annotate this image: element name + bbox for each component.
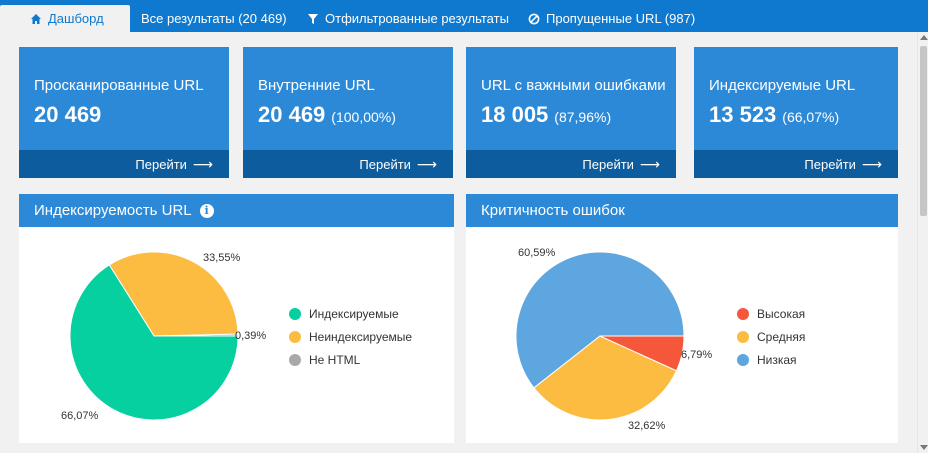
card-go-link[interactable]: Перейти ⟶	[19, 150, 229, 178]
card-value: 13 523 (66,07%)	[709, 102, 839, 128]
panel-error-severity: Критичность ошибок 60,59% 6,79% 32,62% В…	[466, 194, 898, 443]
top-tab-bar: Дашборд Все результаты (20 469) Отфильтр…	[0, 0, 928, 32]
card-number: 18 005	[481, 102, 549, 127]
legend-swatch	[737, 354, 749, 366]
panel-title: Индексируемость URL	[34, 202, 192, 219]
info-icon[interactable]: i	[199, 203, 214, 218]
scroll-up-arrow-icon[interactable]	[920, 35, 928, 40]
card-internal-urls: Внутренние URL 20 469 (100,00%) Перейти ⟶	[243, 47, 453, 178]
scroll-down-arrow-icon[interactable]	[920, 445, 928, 450]
indexability-pie-chart	[69, 251, 239, 421]
card-link-label: Перейти	[135, 156, 187, 172]
card-go-link[interactable]: Перейти ⟶	[243, 150, 453, 178]
tab-skipped-urls[interactable]: Пропущенные URL (987)	[528, 5, 695, 32]
scroll-thumb[interactable]	[920, 46, 927, 216]
legend-item[interactable]: Неиндексируемые	[289, 330, 412, 344]
card-indexable-urls: Индексируемые URL 13 523 (66,07%) Перейти…	[694, 47, 898, 178]
ban-icon	[528, 13, 540, 24]
arrow-right-icon: ⟶	[416, 155, 437, 172]
legend-label: Низкая	[757, 353, 797, 367]
legend-item[interactable]: Индексируемые	[289, 307, 412, 321]
slice-label: 32,62%	[628, 420, 666, 432]
pie-slice-medium[interactable]	[533, 335, 678, 421]
slice-label: 33,55%	[203, 252, 241, 264]
panel-indexability: Индексируемость URL i 33,55% 0,39% 66,07…	[19, 194, 454, 443]
legend-swatch	[289, 354, 301, 366]
slice-label: 66,07%	[61, 410, 99, 422]
card-go-link[interactable]: Перейти ⟶	[694, 150, 898, 178]
card-link-label: Перейти	[582, 156, 634, 172]
legend-item[interactable]: Не HTML	[289, 353, 412, 367]
tab-dashboard-label: Дашборд	[48, 11, 104, 26]
slice-label: 6,79%	[681, 349, 713, 361]
card-value: 20 469	[34, 102, 107, 128]
pie-slice-indexable[interactable]	[69, 264, 239, 421]
panel-title: Критичность ошибок	[481, 202, 625, 219]
card-title: Внутренние URL	[258, 77, 375, 94]
severity-pie-chart	[515, 251, 685, 421]
arrow-right-icon: ⟶	[861, 155, 882, 172]
tab-skipped-urls-label: Пропущенные URL (987)	[546, 11, 696, 26]
tab-dashboard[interactable]: Дашборд	[0, 5, 130, 32]
legend-label: Высокая	[757, 307, 806, 321]
pie-slice-low[interactable]	[515, 251, 685, 389]
panel-header: Критичность ошибок	[466, 194, 898, 227]
tab-all-results-label: Все результаты (20 469)	[141, 11, 287, 26]
legend-label: Неиндексируемые	[309, 330, 413, 344]
legend-label: Не HTML	[309, 353, 361, 367]
card-critical-error-urls: URL с важными ошибками 18 005 (87,96%) Пе…	[466, 47, 676, 178]
card-number: 20 469	[34, 102, 102, 127]
card-title: Индексируемые URL	[709, 77, 856, 94]
legend: Высокая Средняя Низкая	[737, 307, 805, 367]
arrow-right-icon: ⟶	[192, 155, 213, 172]
card-value: 18 005 (87,96%)	[481, 102, 611, 128]
legend-item[interactable]: Высокая	[737, 307, 805, 321]
card-value: 20 469 (100,00%)	[258, 102, 396, 128]
legend-swatch	[289, 308, 301, 320]
card-go-link[interactable]: Перейти ⟶	[466, 150, 676, 178]
panel-header: Индексируемость URL i	[19, 194, 454, 227]
card-number: 20 469	[258, 102, 326, 127]
slice-label: 0,39%	[235, 330, 267, 342]
filter-icon	[308, 13, 318, 24]
card-percent: (100,00%)	[331, 109, 396, 125]
card-percent: (66,07%)	[782, 109, 840, 125]
card-crawled-urls: Просканированные URL 20 469 Перейти ⟶	[19, 47, 229, 178]
tab-filtered-results-label: Отфильтрованные результаты	[325, 11, 509, 26]
arrow-right-icon: ⟶	[639, 155, 660, 172]
pie-slice-non-indexable[interactable]	[108, 251, 239, 337]
card-percent: (87,96%)	[554, 109, 612, 125]
card-title: URL с важными ошибками	[481, 77, 666, 94]
legend-swatch	[737, 331, 749, 343]
legend: Индексируемые Неиндексируемые Не HTML	[289, 307, 412, 367]
legend-label: Средняя	[757, 330, 806, 344]
card-number: 13 523	[709, 102, 777, 127]
tab-filtered-results[interactable]: Отфильтрованные результаты	[307, 5, 509, 32]
legend-item[interactable]: Средняя	[737, 330, 805, 344]
card-link-label: Перейти	[804, 156, 856, 172]
legend-swatch	[289, 331, 301, 343]
tab-all-results[interactable]: Все результаты (20 469)	[141, 5, 287, 32]
home-icon	[31, 13, 41, 24]
legend-swatch	[737, 308, 749, 320]
slice-label: 60,59%	[518, 247, 556, 259]
card-title: Просканированные URL	[34, 77, 204, 94]
legend-item[interactable]: Низкая	[737, 353, 805, 367]
pie-slice-high[interactable]	[599, 335, 685, 372]
card-link-label: Перейти	[359, 156, 411, 172]
vertical-scrollbar[interactable]	[917, 32, 928, 453]
legend-label: Индексируемые	[309, 307, 399, 321]
